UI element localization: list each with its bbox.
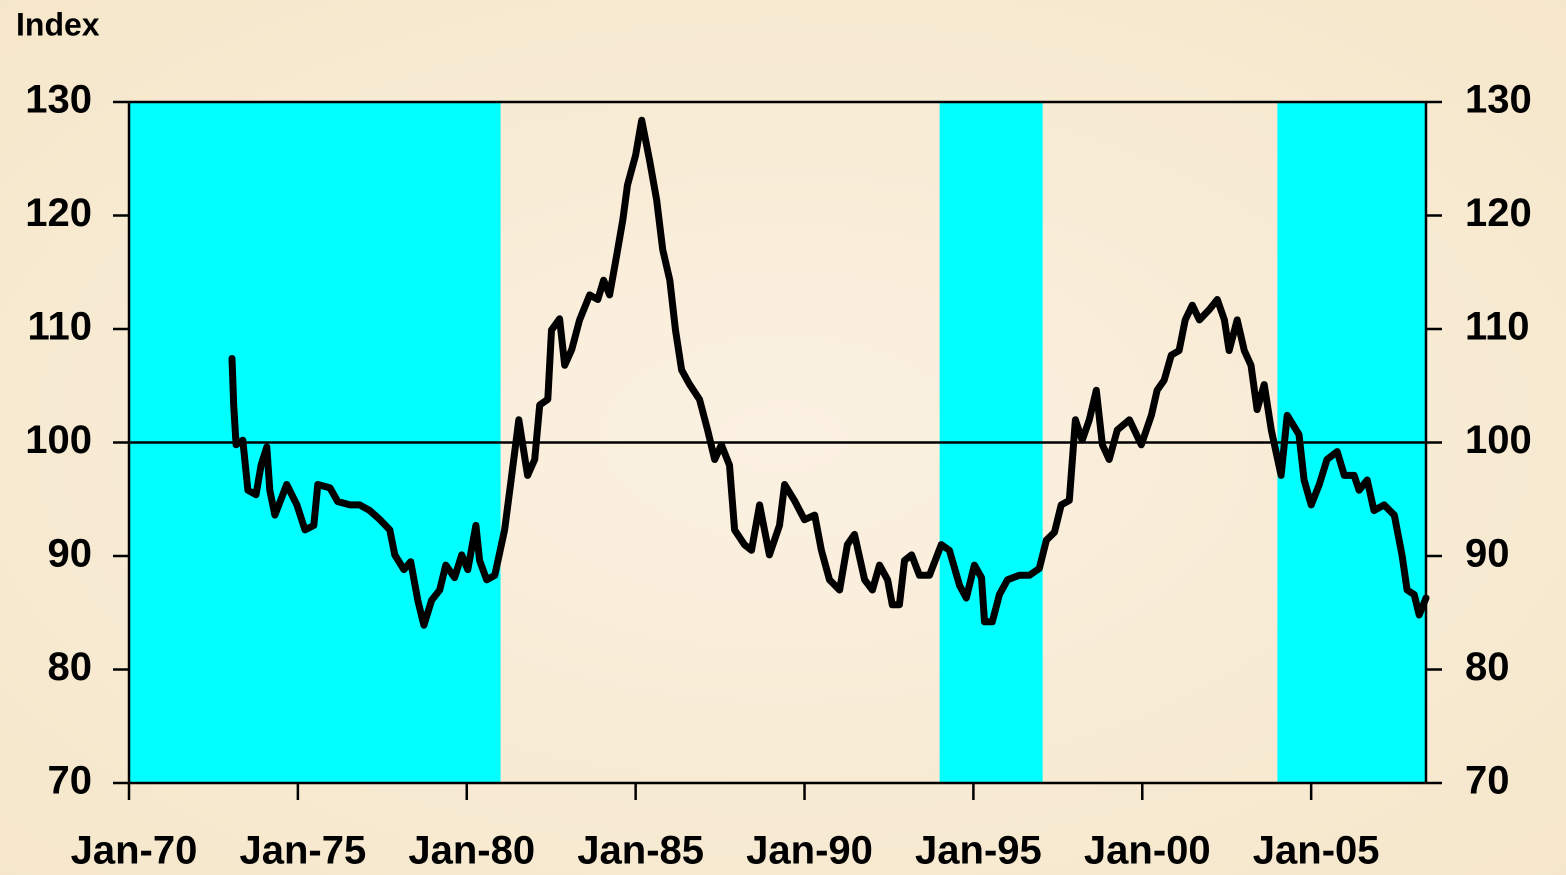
y2-tick-label: 80	[1465, 645, 1510, 689]
y2-tick-label: 90	[1465, 532, 1510, 576]
y-tick-label: 120	[25, 191, 92, 235]
x-tick-label: Jan-95	[915, 829, 1042, 873]
x-tick-label: Jan-00	[1084, 829, 1211, 873]
y2-tick-label: 100	[1465, 418, 1532, 462]
y2-tick-label: 130	[1465, 78, 1532, 122]
y2-tick-label: 120	[1465, 191, 1532, 235]
y-tick-label: 110	[27, 305, 92, 349]
chart-title: Index	[16, 6, 100, 42]
x-tick-label: Jan-80	[408, 829, 535, 873]
y2-tick-label: 70	[1465, 759, 1510, 803]
x-tick-label: Jan-85	[577, 829, 704, 873]
x-tick-label: Jan-05	[1253, 829, 1380, 873]
x-tick-label: Jan-70	[71, 829, 198, 873]
y-tick-label: 80	[48, 645, 93, 689]
line-series	[228, 116, 1430, 629]
y-tick-label: 100	[25, 418, 92, 462]
x-tick-label: Jan-75	[240, 829, 367, 873]
y2-tick-label: 110	[1465, 305, 1530, 349]
y-tick-label: 90	[48, 532, 93, 576]
y-tick-label: 130	[25, 78, 92, 122]
x-tick-label: Jan-90	[746, 829, 873, 873]
y-tick-label: 70	[48, 759, 93, 803]
